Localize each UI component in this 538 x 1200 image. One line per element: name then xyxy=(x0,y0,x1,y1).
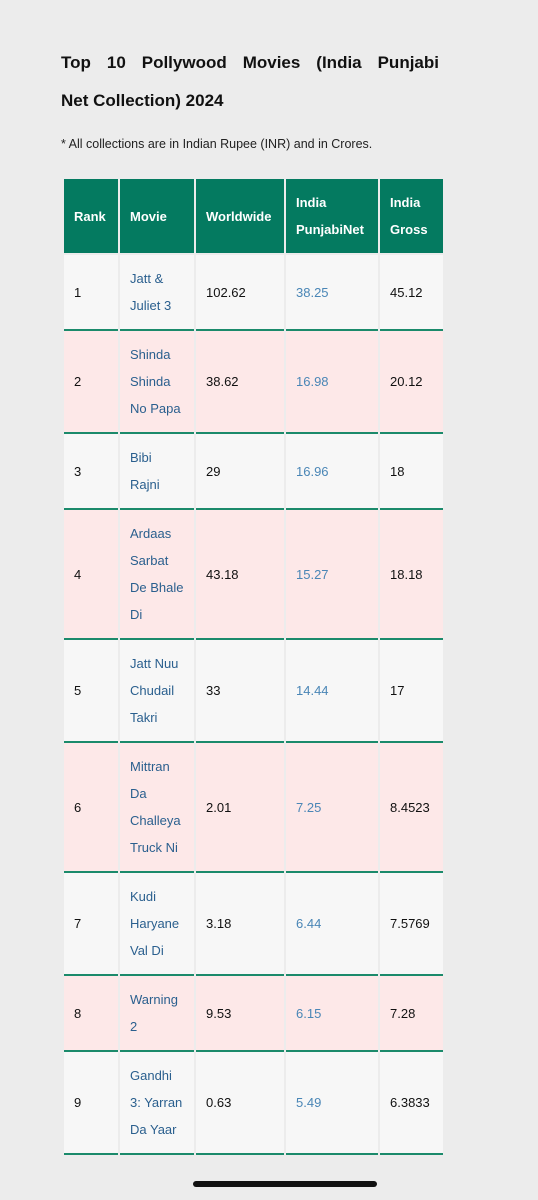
page-title-line-1: Top 10 Pollywood Movies (India Punjabi xyxy=(61,53,439,72)
cell-rank: 2 xyxy=(64,331,118,434)
table-row: 6 Mittran Da Challeya Truck Ni 2.01 7.25… xyxy=(64,743,443,873)
cell-worldwide: 29 xyxy=(196,434,284,510)
cell-india-gross: 8.4523 xyxy=(380,743,443,873)
cell-india-net: 16.98 xyxy=(286,331,378,434)
cell-india-gross: 17 xyxy=(380,640,443,743)
page-title-line-2: Net Collection) 2024 xyxy=(61,91,224,110)
header-worldwide: Worldwide xyxy=(196,179,284,255)
collections-table: Rank Movie Worldwide India PunjabiNet In… xyxy=(62,179,445,1155)
cell-rank: 6 xyxy=(64,743,118,873)
table-row: 2 Shinda Shinda No Papa 38.62 16.98 20.1… xyxy=(64,331,443,434)
cell-india-net: 5.49 xyxy=(286,1052,378,1155)
table-row: 1 Jatt & Juliet 3 102.62 38.25 45.12 xyxy=(64,255,443,331)
table-row: 4 Ardaas Sarbat De Bhale Di 43.18 15.27 … xyxy=(64,510,443,640)
cell-india-net: 38.25 xyxy=(286,255,378,331)
table-row: 5 Jatt Nuu Chudail Takri 33 14.44 17 xyxy=(64,640,443,743)
header-india-gross: India Gross xyxy=(380,179,443,255)
cell-india-gross: 7.5769 xyxy=(380,873,443,976)
cell-movie-link[interactable]: Ardaas Sarbat De Bhale Di xyxy=(120,510,194,640)
cell-worldwide: 102.62 xyxy=(196,255,284,331)
cell-india-gross: 45.12 xyxy=(380,255,443,331)
table-row: 9 Gandhi 3: Yarran Da Yaar 0.63 5.49 6.3… xyxy=(64,1052,443,1155)
cell-rank: 1 xyxy=(64,255,118,331)
table-row: 8 Warning 2 9.53 6.15 7.28 xyxy=(64,976,443,1052)
cell-movie-link[interactable]: Warning 2 xyxy=(120,976,194,1052)
cell-india-gross: 18.18 xyxy=(380,510,443,640)
cell-worldwide: 43.18 xyxy=(196,510,284,640)
cell-india-net: 6.15 xyxy=(286,976,378,1052)
cell-rank: 4 xyxy=(64,510,118,640)
cell-worldwide: 33 xyxy=(196,640,284,743)
cell-rank: 9 xyxy=(64,1052,118,1155)
cell-india-net: 7.25 xyxy=(286,743,378,873)
cell-india-gross: 18 xyxy=(380,434,443,510)
cell-worldwide: 3.18 xyxy=(196,873,284,976)
cell-movie-link[interactable]: Gandhi 3: Yarran Da Yaar xyxy=(120,1052,194,1155)
cell-movie-link[interactable]: Shinda Shinda No Papa xyxy=(120,331,194,434)
cell-worldwide: 9.53 xyxy=(196,976,284,1052)
header-india-punjabi-net: India PunjabiNet xyxy=(286,179,378,255)
cell-movie-link[interactable]: Jatt Nuu Chudail Takri xyxy=(120,640,194,743)
cell-worldwide: 38.62 xyxy=(196,331,284,434)
cell-rank: 8 xyxy=(64,976,118,1052)
cell-india-gross: 6.3833 xyxy=(380,1052,443,1155)
cell-rank: 5 xyxy=(64,640,118,743)
cell-worldwide: 0.63 xyxy=(196,1052,284,1155)
cell-india-net: 6.44 xyxy=(286,873,378,976)
header-rank: Rank xyxy=(64,179,118,255)
cell-india-gross: 20.12 xyxy=(380,331,443,434)
page-title: Top 10 Pollywood Movies (India Punjabi N… xyxy=(61,44,439,120)
cell-india-net: 15.27 xyxy=(286,510,378,640)
cell-movie-link[interactable]: Mittran Da Challeya Truck Ni xyxy=(120,743,194,873)
cell-india-net: 14.44 xyxy=(286,640,378,743)
table-row: 3 Bibi Rajni 29 16.96 18 xyxy=(64,434,443,510)
home-indicator[interactable] xyxy=(193,1181,377,1187)
cell-movie-link[interactable]: Bibi Rajni xyxy=(120,434,194,510)
table-header-row: Rank Movie Worldwide India PunjabiNet In… xyxy=(64,179,443,255)
cell-india-gross: 7.28 xyxy=(380,976,443,1052)
cell-movie-link[interactable]: Kudi Haryane Val Di xyxy=(120,873,194,976)
table-row: 7 Kudi Haryane Val Di 3.18 6.44 7.5769 xyxy=(64,873,443,976)
header-movie: Movie xyxy=(120,179,194,255)
cell-rank: 7 xyxy=(64,873,118,976)
cell-worldwide: 2.01 xyxy=(196,743,284,873)
currency-note: * All collections are in Indian Rupee (I… xyxy=(61,137,373,151)
cell-rank: 3 xyxy=(64,434,118,510)
cell-movie-link[interactable]: Jatt & Juliet 3 xyxy=(120,255,194,331)
cell-india-net: 16.96 xyxy=(286,434,378,510)
